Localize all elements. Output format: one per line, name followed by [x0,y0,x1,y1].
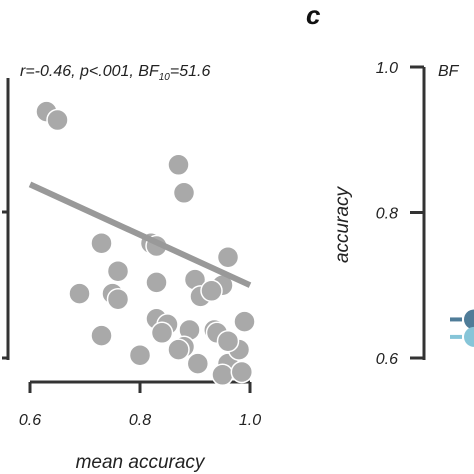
scatter-point [90,324,113,347]
scatter-point [216,329,240,353]
scatter-point [150,321,174,345]
scatter-point [167,338,190,361]
stats-annotation-right: BF [438,63,460,80]
scatter-point [186,352,210,375]
scatter-points [35,100,256,387]
scatter-point [200,279,223,303]
scatter-point [46,108,69,132]
y-tick-label: 1.0 [376,60,398,77]
scatter-point [230,360,254,384]
scatter-point [167,153,190,177]
scatter-point [145,271,168,294]
scatter-point [106,259,130,283]
scatter-point [172,181,196,205]
y-tick-label: 0.8 [376,206,398,223]
x-axis-label: mean accuracy [76,452,206,473]
scatter-point [128,343,152,367]
scatter-point [233,310,256,333]
scatter-point [68,282,91,305]
x-tick-label: 0.6 [19,412,41,429]
y-axis-label-right: accuracy [332,185,353,263]
scatter-panel: 0.6 0.8 1.0 r=-0.46, p<.001, BF10=51.6 mea… [2,63,261,473]
x-ticks: 0.6 0.8 1.0 [19,382,261,429]
regression-line [28,181,252,288]
scatter-point [90,231,113,255]
series-point [464,309,474,330]
scatter-point [211,363,234,387]
y-tick-label: 0.6 [376,351,398,368]
y-ticks-right: 1.0 0.8 0.6 [376,60,424,368]
x-tick-label: 0.8 [129,412,151,429]
series-point [464,326,474,347]
x-tick-label: 1.0 [239,412,261,429]
scatter-point [216,245,240,269]
right-series [450,309,474,347]
stats-annotation: r=-0.46, p<.001, BF10=51.6 [20,63,210,83]
panel-letter: c [306,0,321,30]
scatter-point [106,287,130,311]
line-panel: c 1.0 0.8 0.6 accuracy BF [306,0,474,368]
